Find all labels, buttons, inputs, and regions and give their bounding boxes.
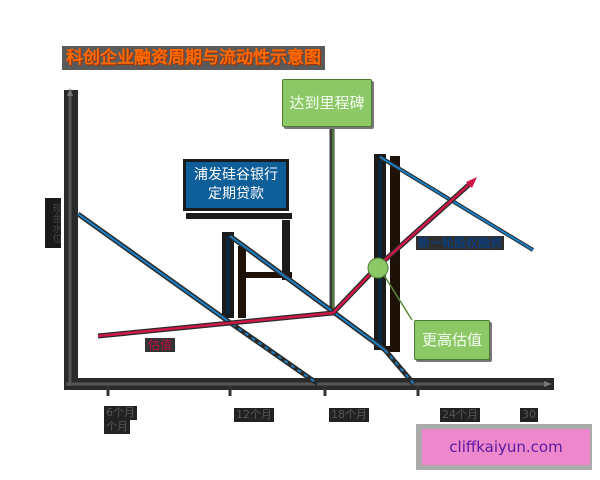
x-tick-label-12m: 12个月 <box>234 408 274 422</box>
x-tick-label-24m: 24个月 <box>440 408 480 422</box>
x-axis-arrow-icon <box>544 381 552 387</box>
valuation-marker <box>367 257 389 279</box>
higher-valuation-text: 更高估值 <box>421 331 482 349</box>
x-tick-label-6m-line2: 个月 <box>104 420 130 434</box>
cash-lines <box>76 155 535 387</box>
loan-bracket <box>222 220 292 318</box>
valuation-label: 估值 <box>145 338 176 352</box>
watermark-text: cliffkaiyun.com <box>422 429 590 465</box>
watermark-box: cliffkaiyun.com <box>416 424 592 470</box>
milestone-callout: 达到里程碑 <box>282 79 372 127</box>
valuation-arrow-icon <box>466 177 477 188</box>
x-tick-label-30: 30 <box>520 408 538 422</box>
new-round-label: 新一轮股权融资 <box>416 236 505 250</box>
loan-callout-shadow <box>186 213 292 219</box>
diagram-title: 科创企业融资周期与流动性示意图 <box>62 46 325 70</box>
higher-valuation-callout: 更高估值 <box>414 320 490 360</box>
valuation-line <box>97 177 477 339</box>
x-tick-label-6m: 6个月 <box>104 406 137 420</box>
y-axis-arrow-icon <box>67 88 73 96</box>
x-axis-ticks <box>106 386 420 396</box>
x-tick-label-18m: 18个月 <box>329 408 369 422</box>
milestone-callout-text: 达到里程碑 <box>289 94 365 112</box>
loan-callout: 浦发硅谷银行 定期贷款 <box>183 159 289 211</box>
loan-callout-line2: 定期贷款 <box>208 186 264 202</box>
higher-valuation-connector <box>381 271 413 321</box>
loan-callout-line1: 浦发硅谷银行 <box>194 167 278 183</box>
y-axis-label: 现金水位 <box>45 198 61 248</box>
